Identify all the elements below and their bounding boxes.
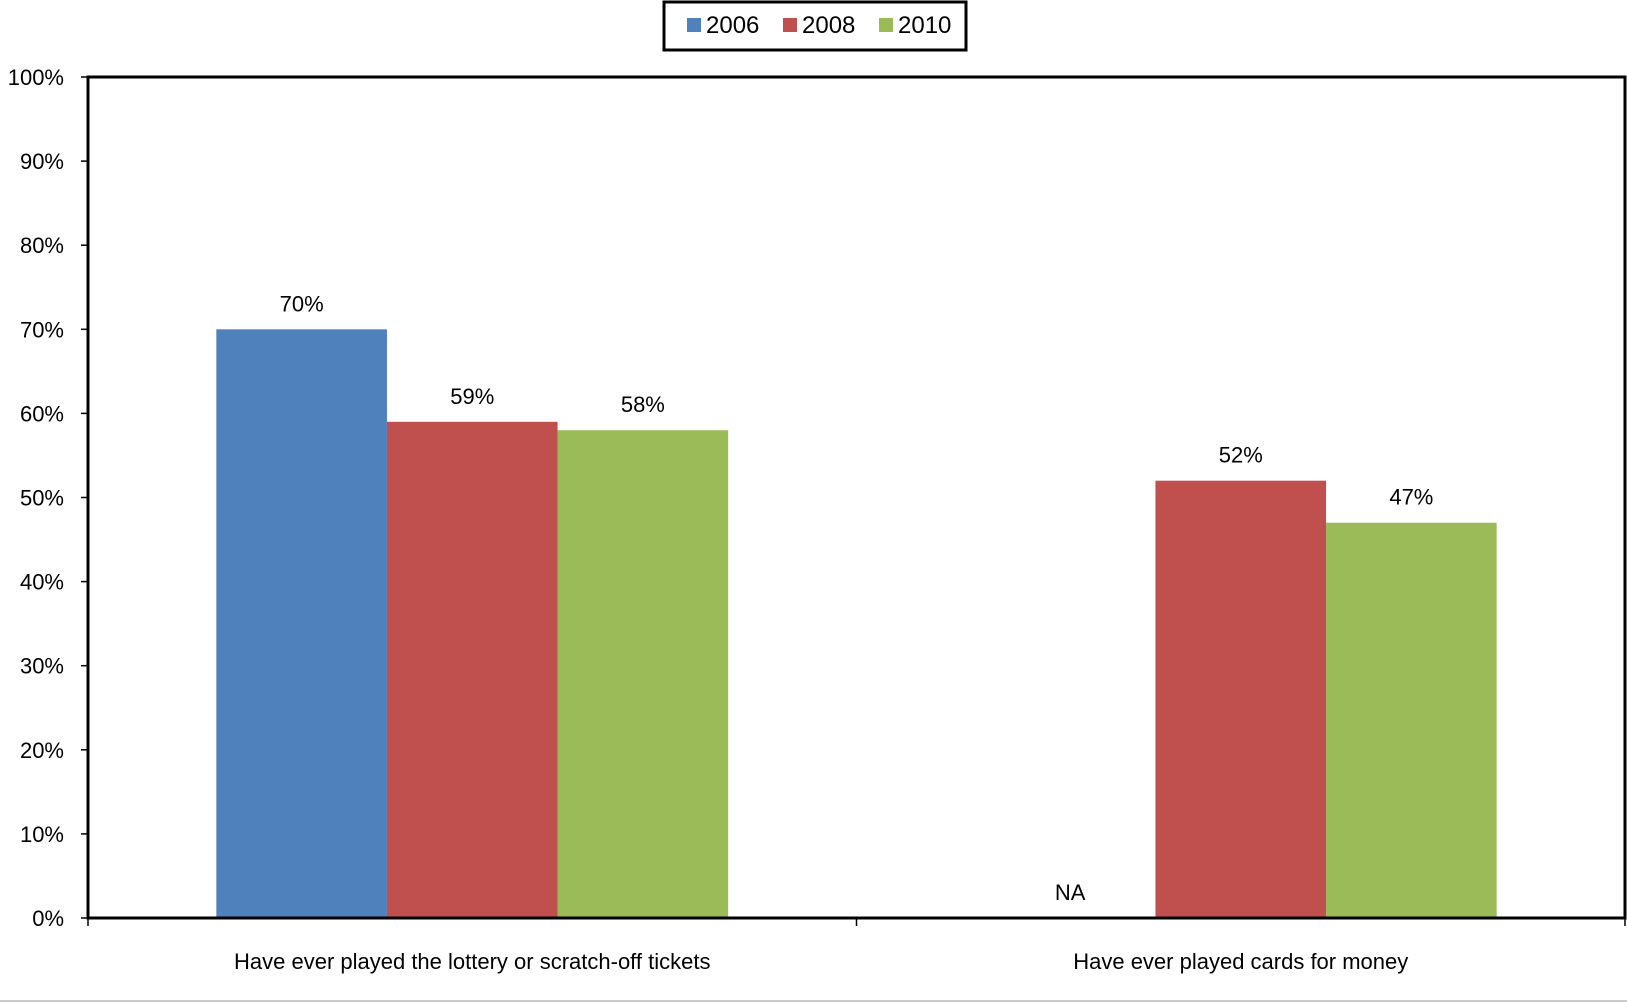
legend-label-2010: 2010 [898,12,951,39]
legend-swatch-2010 [879,18,893,32]
y-tick-label: 80% [20,233,64,258]
legend-box [662,0,968,52]
y-tick-label: 100% [8,65,64,90]
y-tick-label: 50% [20,486,64,511]
data-label-2008-2: 52% [1219,443,1263,468]
data-label-2006-2: NA [1055,880,1086,905]
data-label-2006-1: 70% [280,291,324,316]
legend-label-2006: 2006 [706,12,759,39]
legend-swatch-2008 [783,18,797,32]
x-axis: Have ever played the lottery or scratch-… [0,916,1627,1002]
bar-2008-1 [386,421,558,918]
y-tick-label: 70% [20,317,64,342]
data-label-2008-1: 59% [450,384,494,409]
bar-2006-1 [216,329,387,918]
bar-2010-1 [557,430,729,918]
y-tick-label: 30% [20,654,64,679]
data-label-2010-2: 47% [1389,485,1433,510]
bar-2010-2 [1326,522,1497,918]
y-axis: 0% 10% 20% 30% 40% 50% 60% 70% 80% 90% 100% [8,65,88,931]
data-label-2010-1: 58% [621,392,665,417]
bar-2008-2 [1155,480,1327,918]
y-tick-label: 10% [20,822,64,847]
data-labels: 70% 59% 58% NA 52% 47% [280,291,1434,905]
y-tick-label: 20% [20,738,64,763]
legend-swatch-2006 [687,18,701,32]
y-tick-label: 0% [32,906,64,931]
legend: 2006 2008 2010 [662,0,968,52]
category-label-2: Have ever played cards for money [1073,949,1408,974]
y-tick-label: 40% [20,570,64,595]
y-tick-label: 90% [20,149,64,174]
bars [216,329,1497,918]
category-label-1: Have ever played the lottery or scratch-… [234,949,710,974]
legend-label-2008: 2008 [802,12,855,39]
y-tick-label: 60% [20,401,64,426]
